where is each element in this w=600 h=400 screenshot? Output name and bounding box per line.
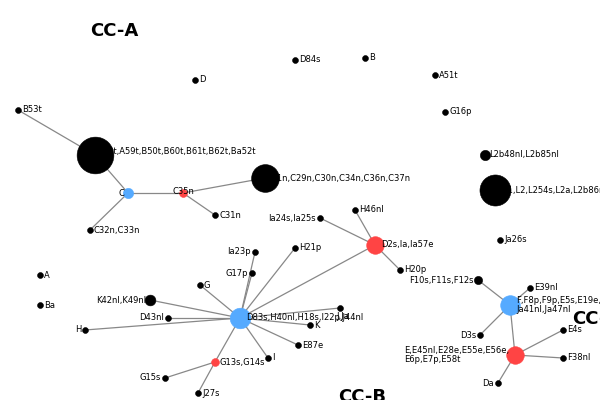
Point — [293, 342, 303, 348]
Text: E87e: E87e — [302, 340, 323, 350]
Text: L2b48nl,L2b85nl: L2b48nl,L2b85nl — [489, 150, 559, 160]
Point — [473, 277, 483, 283]
Text: Ia24s,Ia25s: Ia24s,Ia25s — [268, 214, 316, 222]
Point — [263, 355, 273, 361]
Text: H46nl: H46nl — [359, 206, 384, 214]
Text: D: D — [199, 76, 205, 84]
Point — [370, 242, 380, 248]
Text: CC-C: CC-C — [572, 310, 600, 328]
Text: K: K — [314, 320, 320, 330]
Text: A51t: A51t — [439, 70, 458, 80]
Text: G17p: G17p — [226, 268, 248, 278]
Point — [440, 109, 450, 115]
Point — [178, 190, 188, 196]
Point — [195, 282, 205, 288]
Text: C: C — [118, 188, 124, 198]
Text: G13s,G14s: G13s,G14s — [219, 358, 265, 366]
Text: D83s,H40nl,H18s,I22p,J44nl: D83s,H40nl,H18s,I22p,J44nl — [246, 314, 363, 322]
Point — [490, 187, 500, 193]
Point — [525, 285, 535, 291]
Point — [160, 375, 170, 381]
Text: Ja26s: Ja26s — [504, 236, 527, 244]
Point — [360, 55, 370, 61]
Text: F10s,F11s,F12s: F10s,F11s,F12s — [409, 276, 474, 284]
Point — [558, 327, 568, 333]
Point — [480, 152, 490, 158]
Point — [315, 215, 325, 221]
Point — [558, 355, 568, 361]
Text: B53t: B53t — [22, 106, 42, 114]
Point — [350, 207, 360, 213]
Text: J,Ja: J,Ja — [336, 312, 349, 321]
Text: L1,L2,L254s,L2a,L2b86nl,L3: L1,L2,L254s,L2a,L2b86nl,L3 — [503, 186, 600, 194]
Point — [430, 72, 440, 78]
Text: C35n: C35n — [172, 187, 194, 196]
Point — [247, 270, 257, 276]
Point — [13, 107, 23, 113]
Text: A: A — [44, 270, 50, 280]
Text: J27s: J27s — [202, 388, 220, 398]
Point — [305, 322, 315, 328]
Text: Da: Da — [482, 378, 494, 388]
Point — [163, 315, 173, 321]
Point — [90, 152, 100, 158]
Text: E,E45nl,E28e,E55e,E56e,
E6p,E7p,E58t: E,E45nl,E28e,E55e,E56e, E6p,E7p,E58t — [404, 346, 509, 364]
Point — [35, 272, 45, 278]
Point — [35, 302, 45, 308]
Text: E39nl: E39nl — [534, 284, 557, 292]
Text: D84s: D84s — [299, 56, 320, 64]
Text: F38nl: F38nl — [567, 354, 590, 362]
Point — [475, 332, 485, 338]
Text: G: G — [204, 280, 211, 290]
Text: C32n,C33n: C32n,C33n — [94, 226, 140, 234]
Point — [395, 267, 405, 273]
Point — [510, 352, 520, 358]
Text: G16p: G16p — [449, 108, 472, 116]
Point — [145, 297, 155, 303]
Point — [80, 327, 90, 333]
Text: B: B — [369, 54, 375, 62]
Point — [260, 175, 270, 181]
Point — [123, 190, 133, 196]
Point — [190, 77, 200, 83]
Text: K42nl,K49nl: K42nl,K49nl — [96, 296, 146, 304]
Text: D43nl: D43nl — [139, 314, 164, 322]
Point — [250, 249, 260, 255]
Text: A48t,A59t,B50t,B60t,B61t,B62t,Ba52t: A48t,A59t,B50t,B60t,B61t,B62t,Ba52t — [98, 147, 257, 156]
Text: F,F8p,F9p,E5s,E19e,
Ja41nl,Ja47nl: F,F8p,F9p,E5s,E19e, Ja41nl,Ja47nl — [516, 296, 600, 314]
Text: Ba: Ba — [44, 300, 55, 310]
Text: H21p: H21p — [299, 244, 321, 252]
Text: H20p: H20p — [404, 266, 426, 274]
Point — [290, 57, 300, 63]
Text: G15s: G15s — [140, 374, 161, 382]
Text: C1n,C29n,C30n,C34n,C36n,C37n: C1n,C29n,C30n,C34n,C36n,C37n — [271, 174, 410, 182]
Text: I: I — [272, 354, 275, 362]
Point — [235, 315, 245, 321]
Point — [193, 390, 203, 396]
Point — [495, 237, 505, 243]
Text: E4s: E4s — [567, 326, 582, 334]
Point — [210, 359, 220, 365]
Point — [210, 212, 220, 218]
Text: Ia23p: Ia23p — [227, 248, 251, 256]
Point — [505, 302, 515, 308]
Text: D3s: D3s — [460, 330, 476, 340]
Point — [85, 227, 95, 233]
Text: H: H — [74, 326, 81, 334]
Text: CC-A: CC-A — [90, 22, 138, 40]
Text: D2s,Ia,Ia57e: D2s,Ia,Ia57e — [381, 240, 433, 250]
Text: CC-B: CC-B — [338, 388, 386, 400]
Point — [493, 380, 503, 386]
Text: C31n: C31n — [219, 210, 241, 220]
Point — [335, 305, 345, 311]
Point — [290, 245, 300, 251]
